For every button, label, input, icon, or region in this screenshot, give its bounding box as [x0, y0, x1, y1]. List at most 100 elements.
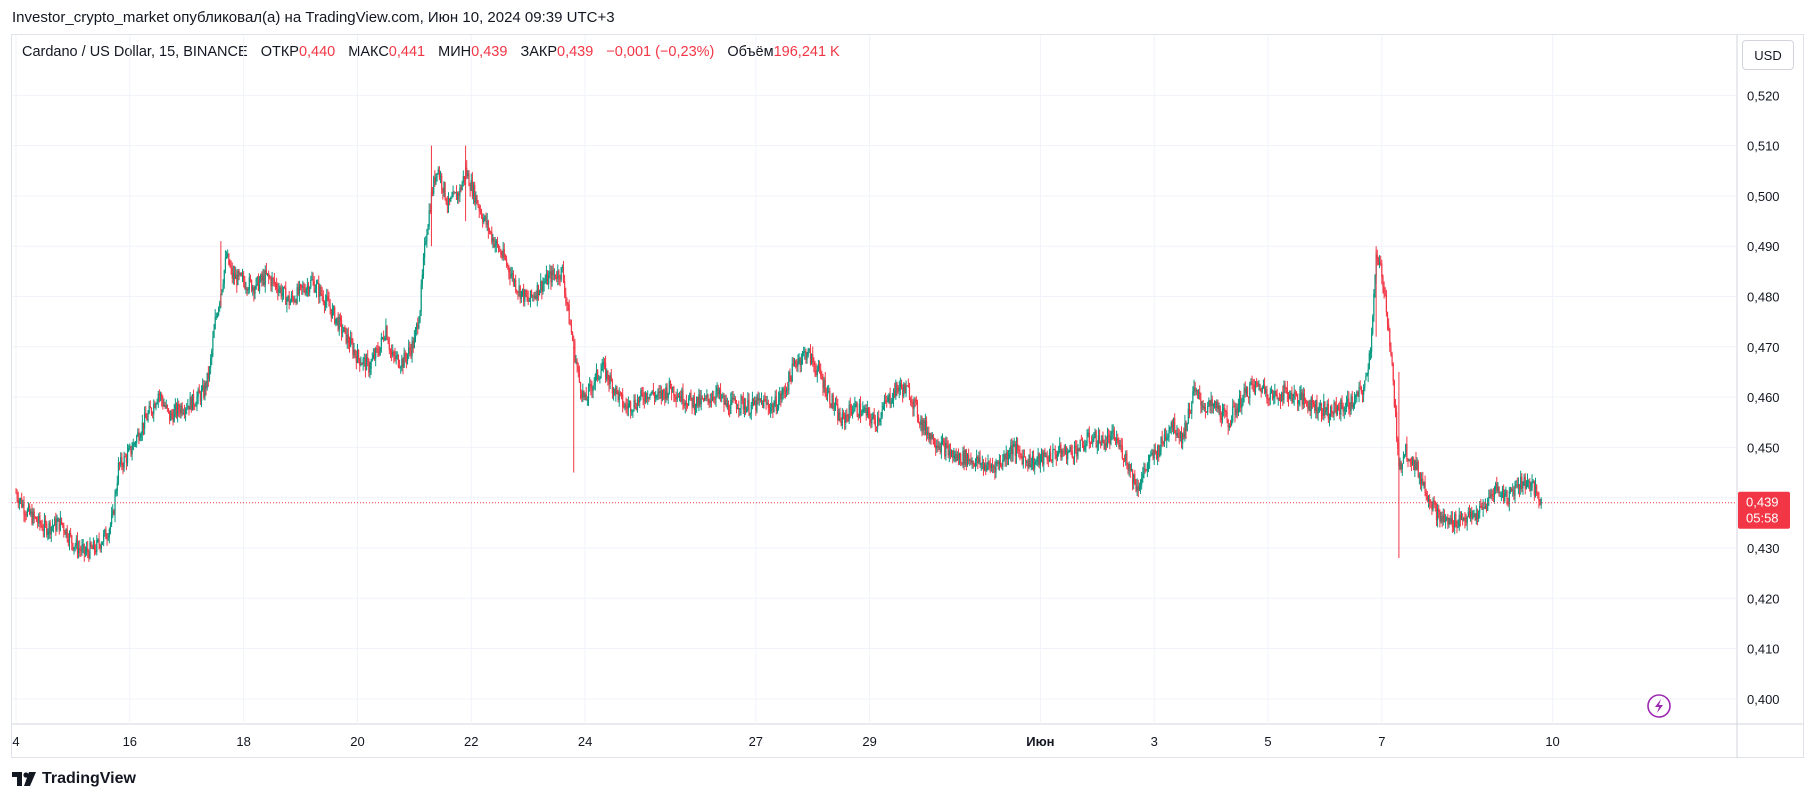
candle-body — [642, 393, 644, 400]
candle-body — [230, 266, 232, 268]
candle-body — [323, 302, 326, 307]
close-label: ЗАКР — [520, 44, 557, 60]
candle-body — [877, 417, 879, 428]
candle-body — [360, 364, 362, 366]
candle-body — [1014, 443, 1016, 456]
candle-body — [710, 400, 713, 402]
candle-body — [145, 413, 147, 419]
candle-body — [741, 396, 743, 399]
candle-body — [1414, 459, 1416, 470]
candle-body — [100, 544, 102, 549]
candle-body — [183, 412, 186, 414]
candle-body — [964, 449, 966, 465]
candle-body — [153, 403, 155, 415]
candle-body — [244, 281, 246, 289]
candle-body — [604, 363, 607, 379]
last-price-label: 0,439 05:58 — [1738, 491, 1790, 529]
candle-body — [1454, 513, 1456, 528]
candle-body — [820, 368, 822, 377]
candle-body — [722, 395, 724, 397]
candle-body — [268, 273, 270, 278]
candle-body — [908, 387, 911, 400]
candle-body — [635, 407, 637, 410]
candle-body — [1434, 501, 1436, 505]
candle-body — [870, 418, 872, 424]
candle-body — [51, 526, 54, 528]
candle-body — [332, 307, 335, 309]
candle-body — [1040, 452, 1043, 457]
candle-body — [1203, 406, 1205, 409]
candle-body — [1199, 392, 1201, 399]
candle-body — [569, 324, 571, 326]
currency-button[interactable]: USD — [1742, 40, 1794, 70]
candle-body — [1202, 405, 1204, 409]
y-tick-label: 0,430 — [1747, 541, 1780, 556]
candle-body — [889, 394, 891, 404]
chart-frame — [11, 34, 1804, 758]
candle-body — [88, 552, 90, 559]
candle-body — [1018, 449, 1020, 451]
candle-body — [1421, 478, 1423, 484]
candle-body — [1085, 443, 1087, 447]
candle-body — [344, 327, 346, 329]
candle-body — [391, 350, 393, 356]
candle-body — [1505, 490, 1507, 494]
candle-body — [1481, 507, 1483, 510]
candle-body — [615, 386, 617, 395]
candle-body — [680, 396, 682, 402]
x-axis: 4 16 18 20 22 24 27 29 Июн 3 5 7 10 — [12, 734, 1559, 749]
candle-body — [1224, 408, 1226, 412]
candle-body — [1328, 416, 1331, 419]
candle-body — [598, 378, 600, 380]
candle-body — [659, 391, 661, 393]
candle-body — [1090, 443, 1093, 445]
candle-body — [1475, 513, 1477, 521]
candle-body — [285, 287, 287, 305]
candle-body — [774, 396, 776, 406]
candle-body — [510, 274, 512, 278]
candle-body — [312, 279, 314, 281]
candle-body — [553, 274, 555, 276]
candle-body — [381, 337, 384, 339]
candle-body — [618, 392, 620, 401]
lightning-icon[interactable] — [1647, 694, 1671, 718]
candle-body — [1327, 403, 1329, 419]
candle-body — [50, 526, 52, 535]
candle-body — [235, 274, 237, 280]
candle-body — [656, 395, 658, 397]
candle-body — [227, 253, 229, 257]
tradingview-logo[interactable]: TradingView — [12, 770, 136, 788]
candle-body — [810, 354, 813, 364]
candle-body — [31, 511, 33, 524]
candle-body — [1129, 464, 1131, 472]
candle-body — [758, 398, 760, 401]
candle-body — [87, 547, 89, 553]
candle-body — [170, 412, 172, 421]
candle-body — [898, 387, 900, 392]
candle-body — [175, 404, 178, 416]
candle-body — [80, 549, 82, 552]
candle-body — [664, 392, 666, 400]
candle-body — [565, 293, 567, 299]
candle-body — [943, 440, 945, 443]
candle-body — [1079, 439, 1081, 451]
candle-body — [116, 483, 118, 492]
candle-body — [672, 386, 674, 393]
candle-body — [1440, 516, 1442, 522]
candle-body — [377, 348, 379, 353]
candle-body — [1429, 498, 1431, 503]
candle-body — [253, 287, 255, 294]
x-tick-label: 10 — [1545, 734, 1559, 749]
candle-body — [1201, 405, 1203, 407]
candle-body — [599, 377, 601, 379]
symbol-name[interactable]: Cardano / US Dollar, 15, BINANCE — [22, 44, 248, 60]
candle-body — [1340, 399, 1342, 415]
price-chart[interactable]: 0,520 0,510 0,500 0,490 0,480 0,470 0,460 0,450… — [0, 0, 1815, 760]
candle-body — [17, 498, 19, 504]
candle-body — [162, 400, 164, 407]
candle-body — [865, 408, 867, 416]
candle-body — [518, 286, 520, 293]
candle-body — [1034, 462, 1036, 469]
candle-body — [174, 404, 176, 410]
candle-body — [318, 282, 320, 297]
